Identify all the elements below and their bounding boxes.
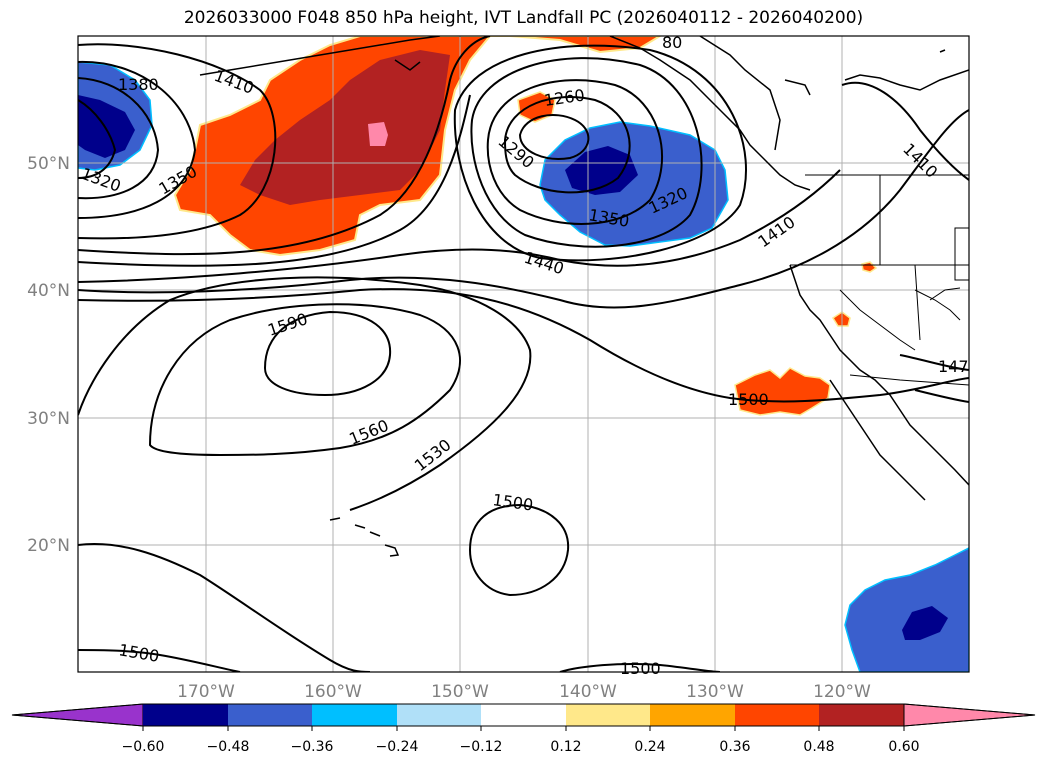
contour-1530 xyxy=(78,276,532,511)
colorbar-segment xyxy=(819,704,904,726)
contour-1410-ne xyxy=(841,81,969,181)
contour-label-1410-b: 1410 xyxy=(754,212,798,251)
contour-1440 xyxy=(78,169,841,283)
lon-label-160w: 160°W xyxy=(304,682,362,702)
contour-label-1320-a: 1320 xyxy=(79,164,124,196)
colorbar-segment xyxy=(481,704,566,726)
lat-label-30: 30°N xyxy=(27,409,70,429)
colorbar-tick-label: 0.36 xyxy=(719,739,750,755)
shade-blue-se xyxy=(844,547,969,672)
colorbar-segment xyxy=(735,704,819,726)
colorbar-ticks xyxy=(142,726,905,731)
colorbar-segment xyxy=(566,704,650,726)
contour-1560 xyxy=(148,303,461,457)
colorbar-tick-label: 0.60 xyxy=(888,739,919,755)
shade-pink-north xyxy=(368,122,388,146)
colorbar-extend-low xyxy=(11,703,144,727)
lon-label-140w: 140°W xyxy=(559,682,617,702)
contour-low-nw-1 xyxy=(78,99,117,179)
contour-label-1590: 1590 xyxy=(265,309,310,340)
contour-label-1500-island: 1500 xyxy=(491,490,534,514)
colorbar-tick-label: 0.48 xyxy=(803,739,834,755)
contour-1500-island xyxy=(468,503,570,597)
shade-orange-ca2 xyxy=(861,261,878,273)
colorbar-segment xyxy=(397,704,481,726)
contour-1500-bottom xyxy=(78,649,241,672)
contour-label-1500-bottom: 1500 xyxy=(620,659,661,678)
contour-band-2 xyxy=(78,94,471,267)
contour-central-low-5 xyxy=(453,44,747,262)
colorbar-extend-high xyxy=(903,703,1036,727)
colorbar-segment xyxy=(228,704,312,726)
height-contours xyxy=(78,36,969,672)
colorbar-tick-label: −0.60 xyxy=(122,739,165,755)
colorbar-tick-label: −0.12 xyxy=(460,739,503,755)
lon-label-150w: 150°W xyxy=(431,682,489,702)
contour-1500-sw xyxy=(78,543,371,672)
contour-1500-se xyxy=(914,389,969,403)
lon-label-130w: 130°W xyxy=(686,682,744,702)
coastlines xyxy=(199,36,969,557)
contour-label-1410-a: 1410 xyxy=(212,66,257,98)
colorbar-tick-label: −0.36 xyxy=(291,739,334,755)
shade-darkred-north xyxy=(240,50,450,205)
longitude-labels: 170°W 160°W 150°W 140°W 130°W 120°W xyxy=(177,682,871,702)
lat-label-40: 40°N xyxy=(27,281,70,301)
contour-1500-main xyxy=(78,288,969,403)
contour-label-1500-baja: 1500 xyxy=(728,390,769,409)
contour-band-1 xyxy=(78,36,491,256)
colorbar-segment xyxy=(143,704,228,726)
shaded-fields xyxy=(78,36,969,672)
contour-1470 xyxy=(78,109,969,309)
contour-central-low-3 xyxy=(486,79,664,225)
lon-label-120w: 120°W xyxy=(813,682,871,702)
colorbar-segment xyxy=(312,704,397,726)
lat-label-50: 50°N xyxy=(27,154,70,174)
contour-1590 xyxy=(263,310,392,397)
colorbar-tick-label: −0.48 xyxy=(207,739,250,755)
contour-central-low-4 xyxy=(470,57,703,248)
borders xyxy=(790,174,969,386)
shade-navy-central xyxy=(565,146,638,195)
contour-label-1560: 1560 xyxy=(346,416,391,449)
lat-label-20: 20°N xyxy=(27,536,70,556)
contour-label-1500-sw: 1500 xyxy=(117,640,160,666)
contour-label-80: 80 xyxy=(662,33,682,52)
shade-navy-se xyxy=(902,606,948,640)
contour-label-1380: 1380 xyxy=(118,75,159,94)
contour-label-1290: 1290 xyxy=(494,132,537,173)
colorbar-segment xyxy=(650,704,735,726)
colorbar-tick-label: 0.12 xyxy=(550,739,581,755)
contour-1410-nw xyxy=(78,43,277,240)
contour-label-1260: 1260 xyxy=(543,85,586,109)
colorbar: −0.60 −0.48 −0.36 −0.24 −0.12 0.12 0.24 … xyxy=(11,703,1036,755)
lon-label-170w: 170°W xyxy=(177,682,235,702)
contour-label-147: 147 xyxy=(938,357,969,376)
colorbar-tick-label: 0.24 xyxy=(634,739,665,755)
contour-label-1440: 1440 xyxy=(522,248,567,279)
map-title: 2026033000 F048 850 hPa height, IVT Land… xyxy=(183,8,864,28)
contour-1470-se xyxy=(899,354,969,371)
contour-central-low-2 xyxy=(503,96,631,194)
contour-low-nw-3 xyxy=(78,60,197,219)
contour-central-low-1 xyxy=(518,114,590,160)
shade-orange-baja xyxy=(734,367,831,416)
latitude-labels: 50°N 40°N 30°N 20°N xyxy=(27,154,70,556)
map-frame xyxy=(77,35,970,673)
contour-1500-bottom2 xyxy=(559,663,721,672)
contour-low-nw-2 xyxy=(78,77,160,200)
colorbar-tick-label: −0.24 xyxy=(376,739,419,755)
